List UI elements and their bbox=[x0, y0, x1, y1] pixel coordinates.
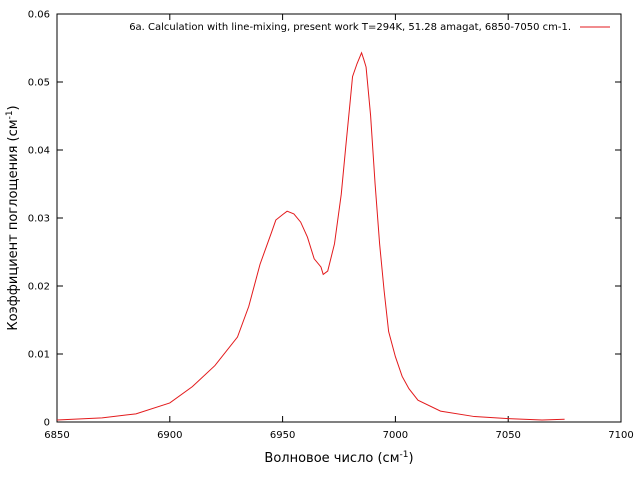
y-axis: 0 0.01 0.02 0.03 0.04 0.05 0.06 bbox=[28, 10, 621, 429]
y-tick-label: 0 bbox=[44, 418, 50, 429]
x-axis-title-text: Волновое число (см bbox=[264, 451, 399, 466]
y-tick-label: 0.01 bbox=[28, 350, 50, 361]
x-tick-label: 7050 bbox=[495, 430, 520, 441]
legend: 6a. Calculation with line-mixing, presen… bbox=[129, 22, 610, 33]
y-tick-label: 0.06 bbox=[28, 10, 50, 21]
x-axis-title-sup: -1 bbox=[400, 450, 409, 460]
x-tick-label: 7000 bbox=[383, 430, 408, 441]
x-tick-label: 6850 bbox=[44, 430, 69, 441]
x-tick-label: 7100 bbox=[608, 430, 633, 441]
x-tick-label: 6900 bbox=[157, 430, 182, 441]
x-axis-title: Волновое число (см-1) bbox=[264, 450, 413, 466]
y-tick-label: 0.04 bbox=[28, 146, 50, 157]
y-axis-title-text: Коэффициент поглощения (см bbox=[6, 119, 21, 330]
x-axis-title-tail: ) bbox=[408, 451, 413, 466]
y-axis-title: Коэффициент поглощения (см-1) bbox=[5, 105, 21, 330]
x-tick-label: 6950 bbox=[270, 430, 295, 441]
legend-label: 6a. Calculation with line-mixing, presen… bbox=[129, 22, 571, 33]
y-tick-label: 0.02 bbox=[28, 282, 50, 293]
series-line bbox=[56, 51, 565, 421]
plot-frame bbox=[56, 13, 622, 423]
y-tick-label: 0.05 bbox=[28, 78, 50, 89]
y-axis-title-sup: -1 bbox=[5, 110, 15, 119]
y-axis-title-tail: ) bbox=[6, 105, 21, 110]
x-axis: 6850 6900 6950 7000 7050 7100 bbox=[44, 14, 634, 441]
y-tick-label: 0.03 bbox=[28, 214, 50, 225]
series-layer bbox=[56, 51, 565, 421]
